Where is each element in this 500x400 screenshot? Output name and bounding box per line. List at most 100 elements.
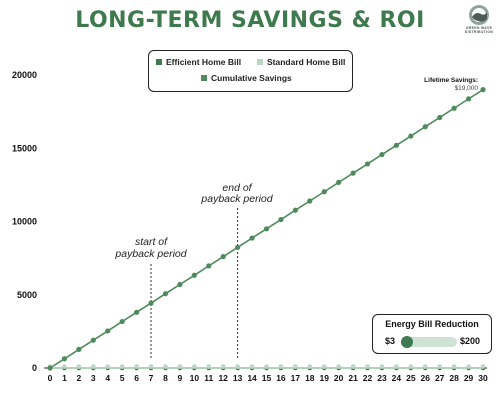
x-tick-label: 15 (262, 373, 272, 383)
data-point (263, 226, 270, 232)
x-tick-label: 19 (319, 373, 329, 383)
x-tick-label: 13 (233, 373, 243, 383)
data-point (292, 207, 298, 213)
data-point (220, 254, 226, 260)
x-tick-labels: 0 1 2 3 4 5 6 7 8 9 10 11 12 13 14 15 16 17 18 19 20 21 22 23 24… (48, 373, 488, 383)
data-point (336, 179, 342, 185)
data-point (278, 364, 284, 369)
energy-bill-reduction-control: Energy Bill Reduction $3 $200 (372, 314, 492, 354)
logo: GREEN WAVE DISTRIBUTION (462, 4, 496, 34)
y-tick-label: 0 (32, 363, 37, 373)
x-tick-label: 21 (348, 373, 358, 383)
data-point (480, 364, 486, 369)
logo-text: GREEN WAVE DISTRIBUTION (462, 26, 496, 34)
data-point (408, 364, 414, 369)
data-point (307, 198, 313, 204)
data-point (76, 346, 82, 352)
x-tick-label: 6 (134, 373, 139, 383)
x-tick-label: 9 (178, 373, 183, 383)
data-point (365, 364, 370, 369)
x-tick-label: 4 (105, 373, 110, 383)
data-point (350, 170, 356, 176)
legend-item-cumulative[interactable]: Cumulative Savings (201, 73, 292, 83)
x-tick-label: 22 (363, 373, 373, 383)
data-point (134, 364, 139, 369)
x-tick-label: 18 (305, 373, 315, 383)
data-point (148, 300, 154, 306)
data-point (177, 281, 183, 288)
x-tick-label: 17 (291, 373, 301, 383)
slider-track[interactable] (401, 336, 457, 348)
x-tick-label: 20 (334, 373, 344, 383)
y-tick-label: 10000 (12, 217, 37, 227)
data-point (451, 105, 457, 111)
x-tick-label: 23 (377, 373, 387, 383)
data-point (364, 161, 371, 167)
y-tick-label: 20000 (12, 70, 37, 80)
data-point (249, 235, 255, 241)
x-tick-label: 27 (435, 373, 445, 383)
data-point (163, 364, 168, 369)
start-annotation-line2: payback period (114, 248, 187, 260)
x-tick-label: 1 (62, 373, 67, 383)
x-tick-label: 7 (149, 373, 154, 383)
x-tick-label: 28 (449, 373, 459, 383)
x-tick-label: 16 (276, 373, 286, 383)
data-point (249, 364, 255, 369)
data-point (278, 216, 284, 223)
data-point (293, 364, 298, 369)
data-point (62, 364, 67, 369)
slider-max-label: $200 (460, 336, 481, 346)
data-point (162, 291, 169, 297)
legend-item-standard[interactable]: Standard Home Bill (257, 57, 345, 67)
data-point (206, 364, 212, 369)
data-point (191, 272, 197, 278)
logo-text-line1: GREEN WAVE (465, 26, 493, 30)
end-annotation-line1: end of (222, 182, 252, 194)
slider-title: Energy Bill Reduction (385, 319, 479, 329)
legend-label-standard: Standard Home Bill (267, 57, 346, 67)
data-point (437, 114, 443, 121)
start-annotation-line1: start of (135, 236, 168, 248)
legend-swatch-cumulative (201, 75, 207, 81)
data-point (61, 356, 68, 362)
logo-text-line2: DISTRIBUTION (464, 30, 494, 34)
end-annotation-line2: payback period (200, 193, 273, 205)
data-point (393, 142, 399, 148)
x-tick-label: 5 (120, 373, 125, 383)
legend-label-cumulative: Cumulative Savings (211, 73, 292, 83)
x-tick-label: 30 (478, 373, 488, 383)
data-point (379, 151, 385, 158)
data-point (437, 364, 443, 369)
data-point (235, 364, 240, 369)
x-tick-label: 14 (247, 373, 257, 383)
data-point (422, 124, 428, 130)
lifetime-savings-label: Lifetime Savings: (424, 77, 478, 84)
data-point (47, 365, 53, 371)
y-tick-labels: 0 5000 10000 15000 20000 (12, 70, 37, 373)
x-tick-label: 26 (421, 373, 431, 383)
series-cumulative-savings (47, 87, 486, 371)
y-tick-label: 15000 (12, 143, 37, 153)
data-point (134, 309, 140, 315)
data-point (105, 364, 111, 369)
data-point (91, 364, 96, 369)
data-point (350, 364, 356, 369)
data-point (264, 364, 269, 369)
slider-thumb[interactable] (401, 336, 413, 348)
legend-swatch-efficient (156, 59, 162, 65)
chart-legend: Efficient Home Bill Standard Home Bill C… (148, 50, 353, 92)
data-point (192, 364, 197, 369)
legend-item-efficient[interactable]: Efficient Home Bill (156, 57, 241, 67)
data-point (336, 364, 341, 369)
lifetime-savings-value: $19,000 (455, 85, 479, 92)
x-tick-label: 24 (392, 373, 402, 383)
x-tick-label: 12 (218, 373, 228, 383)
data-point (480, 87, 486, 93)
data-point (76, 364, 82, 369)
x-tick-label: 29 (464, 373, 474, 383)
data-point (119, 364, 125, 369)
data-point (220, 364, 226, 369)
x-tick-label: 0 (48, 373, 53, 383)
data-point (451, 364, 457, 369)
